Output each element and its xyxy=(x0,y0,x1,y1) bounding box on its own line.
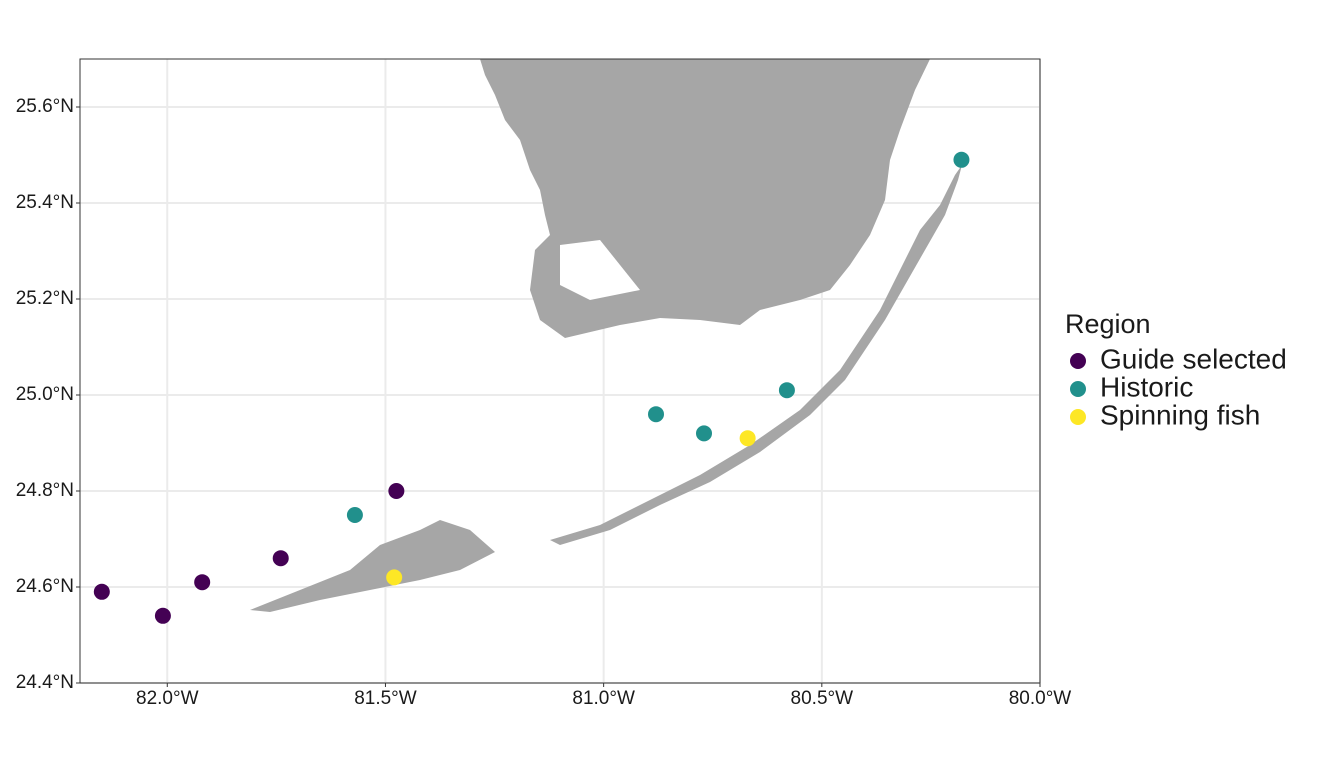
legend-title: Region xyxy=(1065,309,1151,339)
y-tick-label: 25.4°N xyxy=(16,192,74,213)
x-tick-label: 80.5°W xyxy=(791,688,854,709)
y-tick-label: 25.2°N xyxy=(16,288,74,309)
legend-label: Spinning fish xyxy=(1100,399,1260,430)
point xyxy=(778,382,795,399)
point xyxy=(648,406,664,423)
legend-key xyxy=(1070,353,1086,369)
legend-key xyxy=(1070,409,1086,425)
point xyxy=(953,151,970,168)
bay xyxy=(560,240,640,300)
point xyxy=(154,607,171,624)
point xyxy=(386,569,403,586)
x-tick-label: 80.0°W xyxy=(1009,688,1072,709)
x-tick-label: 81.0°W xyxy=(572,688,635,709)
y-tick-label: 24.8°N xyxy=(16,480,74,501)
y-tick-label: 24.4°N xyxy=(16,672,74,693)
lower-keys xyxy=(250,520,495,612)
y-tick-label: 25.0°N xyxy=(16,384,74,405)
point xyxy=(739,430,756,447)
x-tick-label: 81.5°W xyxy=(354,688,417,709)
legend-label: Historic xyxy=(1100,371,1193,402)
point xyxy=(272,550,289,567)
legend-label: Guide selected xyxy=(1100,343,1287,374)
point xyxy=(696,425,712,442)
land xyxy=(250,59,962,612)
point xyxy=(346,507,363,523)
point xyxy=(93,583,110,600)
point xyxy=(388,483,405,499)
point xyxy=(194,574,211,591)
panel-border xyxy=(79,58,1041,684)
legend-key xyxy=(1070,381,1086,397)
points xyxy=(93,151,970,624)
y-tick-label: 24.6°N xyxy=(16,576,74,597)
x-tick-label: 82.0°W xyxy=(136,688,199,709)
y-tick-label: 25.6°N xyxy=(16,96,74,117)
